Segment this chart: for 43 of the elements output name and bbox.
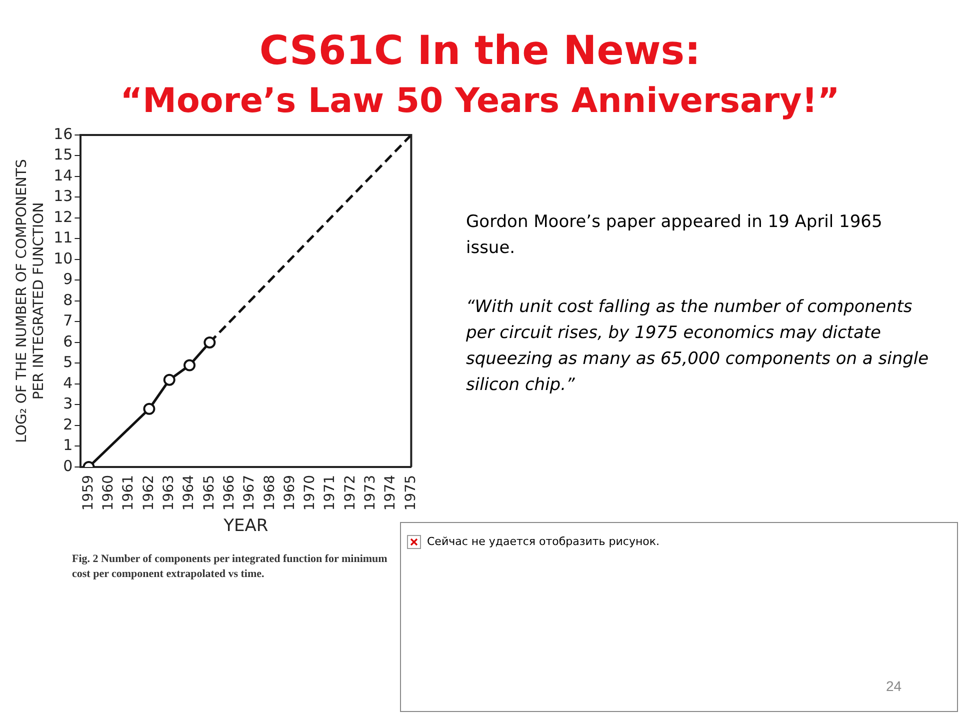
y-tick-label: 7 — [63, 312, 73, 330]
y-tick-label: 3 — [63, 394, 73, 413]
y-tick-label: 6 — [63, 332, 73, 350]
x-tick-label: 1974 — [382, 474, 399, 511]
x-tick-label: 1963 — [161, 474, 177, 511]
y-tick-label: 14 — [54, 166, 73, 184]
text: 24 — [886, 678, 902, 694]
y-tick-label: 15 — [54, 146, 73, 164]
y-tick-label: 10 — [54, 249, 73, 268]
x-tick-label: 1966 — [221, 474, 238, 511]
y-tick-label: 9 — [63, 270, 73, 288]
y-tick-label: 13 — [54, 187, 73, 206]
text: Gordon Moore’s paper appeared in 19 April 1965 issue. — [466, 211, 884, 260]
x-tick-label: 1970 — [302, 474, 318, 511]
x-tick-label: 1962 — [140, 474, 157, 511]
x-tick-label: 1968 — [262, 474, 278, 511]
caption: Fig. 2 Number of components per integrated function for minimum cost per component extrapolated vs time. — [72, 552, 388, 582]
chart-title: CS61C In the News: — [258, 27, 702, 76]
x-tick-label: 1965 — [201, 474, 218, 511]
x-tick-label: 1971 — [322, 474, 338, 511]
x-tick-label: 1959 — [80, 474, 96, 511]
x-tick-label: 1967 — [242, 474, 258, 511]
y-tick-label: 0 — [63, 456, 73, 475]
x-tick-label: 1960 — [100, 474, 117, 511]
x-axis-title: YEAR — [222, 516, 268, 536]
y-tick-label: 11 — [54, 228, 73, 247]
y-tick-label: 5 — [63, 353, 73, 372]
y-tick-label: 8 — [63, 290, 73, 309]
x-tick-label: 1964 — [181, 474, 198, 511]
x-tick-label: 1973 — [362, 474, 379, 511]
y-tick-label: 2 — [63, 415, 73, 434]
x-tick-label: 1972 — [342, 474, 358, 511]
y-tick-label: 4 — [63, 374, 73, 392]
x-tick-label: 1969 — [282, 474, 298, 511]
x-tick-label: 1961 — [120, 474, 137, 511]
y-tick-label: 16 — [54, 124, 73, 143]
y-tick-label: 12 — [54, 208, 73, 226]
text: “With unit cost falling as the number of components per circuit rises, by 1975 economics may dictate squeezing as many as 65,000 components on a single silicon chip.” — [466, 296, 930, 397]
y-tick-label: 1 — [63, 436, 73, 454]
text: Сейчас не удается отобразить рисунок. — [427, 535, 660, 548]
x-tick-label: 1975 — [402, 474, 419, 511]
text: “Moore’s Law 50 Years Anniversary!” — [119, 80, 841, 123]
y-axis-title: LOG₂ OF THE NUMBER OF COMPONENTS PER INTEGRATED FUNCTION — [14, 159, 47, 443]
